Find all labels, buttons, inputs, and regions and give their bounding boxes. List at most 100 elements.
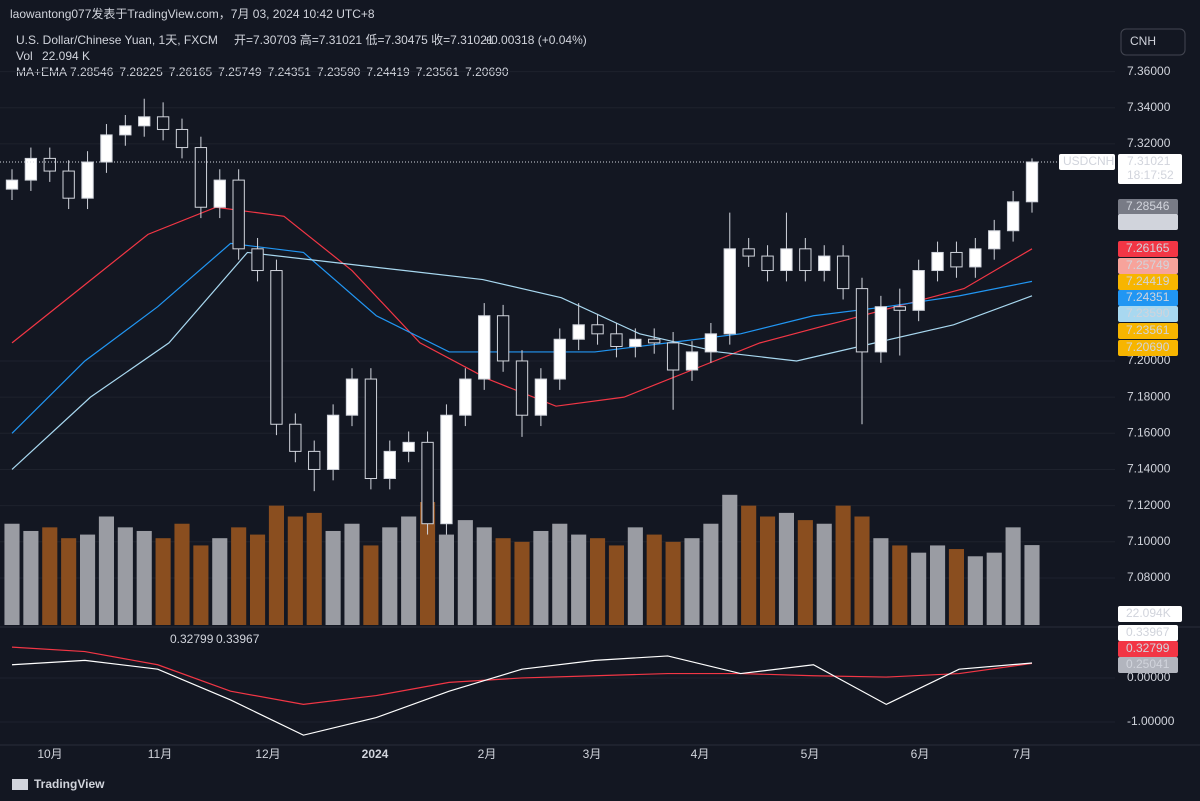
candle-body [761, 255, 774, 272]
x-tick-label: 12月 [255, 747, 280, 761]
price-label-bg [1118, 199, 1178, 215]
candle-body [591, 324, 604, 335]
candle-body [81, 161, 94, 199]
candle-body [931, 251, 944, 272]
y-tick-label: 7.12000 [1127, 498, 1171, 512]
candle-body [780, 248, 793, 272]
volume-bar [287, 516, 303, 625]
volume-bar [1024, 545, 1040, 625]
candle-body [251, 248, 264, 272]
volume-bar [476, 527, 492, 625]
price-label: 7.28546 [1126, 199, 1170, 213]
candle-body [345, 378, 359, 416]
candle-body [175, 128, 189, 149]
ma-value: 7.23561 [416, 65, 460, 79]
vol-value: 22.094 K [42, 49, 90, 63]
volume-bar [401, 516, 417, 625]
countdown: 18:17:52 [1127, 168, 1174, 182]
candle-body [156, 116, 170, 130]
y-tick-label: 7.08000 [1127, 570, 1171, 584]
price-label: 7.23561 [1126, 323, 1170, 337]
footer: TradingView [34, 777, 105, 791]
volume-bar [306, 512, 322, 625]
currency-button-text[interactable]: CNH [1130, 34, 1156, 48]
candle-body [1006, 201, 1020, 232]
volume-bar [80, 534, 96, 625]
y-tick-label: 7.18000 [1127, 389, 1171, 403]
candle-body [610, 333, 623, 347]
volume-bar [61, 538, 77, 625]
candle-body [799, 248, 812, 272]
volume-bar [155, 538, 171, 625]
candle-body [478, 315, 491, 380]
candle-body [459, 378, 472, 416]
candle-body [534, 378, 548, 416]
volume-bar [98, 516, 114, 625]
candle-body [572, 324, 585, 340]
ma-value: 7.20690 [465, 65, 509, 79]
ohlc-text: 开=7.30703 高=7.31021 低=7.30475 收=7.31021 [234, 32, 494, 47]
candle-body [874, 306, 888, 353]
x-tick-label: 5月 [801, 747, 820, 761]
volume-bar [627, 527, 643, 625]
macd-label: 0.32799 [1126, 641, 1170, 655]
volume-bar [231, 527, 247, 625]
currency-button[interactable] [1120, 28, 1186, 56]
volume-bar [23, 530, 39, 625]
candle-body [515, 360, 529, 416]
ma-value: 7.28546 [70, 65, 114, 79]
price-label: 7.24351 [1126, 290, 1170, 304]
macd-line [11, 655, 1033, 736]
volume-bar [325, 530, 341, 625]
volume-label: 22.094K [1126, 606, 1171, 620]
x-tick-label: 3月 [583, 747, 602, 761]
candle-body [62, 170, 75, 199]
volume-bar [382, 527, 398, 625]
candle-body [553, 338, 566, 380]
candle-body [855, 288, 869, 353]
candle-body [969, 248, 982, 268]
signal-line [11, 646, 1033, 705]
volume-bar [1005, 527, 1021, 625]
price-label-bg [1118, 241, 1178, 257]
candle-body [988, 230, 1001, 250]
volume-bar [174, 523, 190, 625]
volume-bar [703, 523, 719, 625]
x-tick-label: 10月 [37, 747, 62, 761]
volume-bar [892, 545, 908, 625]
candle-body [326, 414, 340, 470]
candle-body [232, 179, 245, 250]
volume-bar [344, 523, 360, 625]
volume-bar [684, 538, 700, 625]
y-tick-label: 7.32000 [1127, 136, 1171, 150]
macd-legend: 0.33967 [216, 632, 260, 646]
volume-bar [117, 527, 133, 625]
price-label: 7.23590 [1126, 306, 1170, 320]
ma-label: MA+EMA [16, 65, 67, 79]
candle-body [24, 157, 38, 181]
ma-value: 7.24419 [366, 65, 410, 79]
candle-body [648, 338, 661, 344]
price-label-bg [1118, 290, 1178, 306]
candle-body [138, 116, 151, 127]
candle-body [194, 147, 208, 208]
volume-bar [967, 556, 983, 625]
price-label: 7.26165 [1126, 241, 1170, 255]
volume-bar [930, 545, 946, 625]
candle-body [383, 450, 396, 480]
volume-bar [797, 520, 813, 625]
candle-body [270, 270, 283, 425]
volume-bar [363, 545, 379, 625]
price-label-bg [1118, 306, 1178, 322]
candle-body [1025, 161, 1039, 203]
volume-bar [136, 530, 152, 625]
y-tick-label: 0.00000 [1127, 670, 1171, 684]
vol-label: Vol [16, 49, 33, 63]
candle-body [666, 342, 680, 371]
candle-body [43, 157, 56, 172]
volume-bar [457, 520, 473, 625]
volume-bar [665, 541, 681, 625]
volume-bar [835, 505, 851, 625]
ma-value: 7.28225 [119, 65, 163, 79]
volume-bar [250, 534, 266, 625]
